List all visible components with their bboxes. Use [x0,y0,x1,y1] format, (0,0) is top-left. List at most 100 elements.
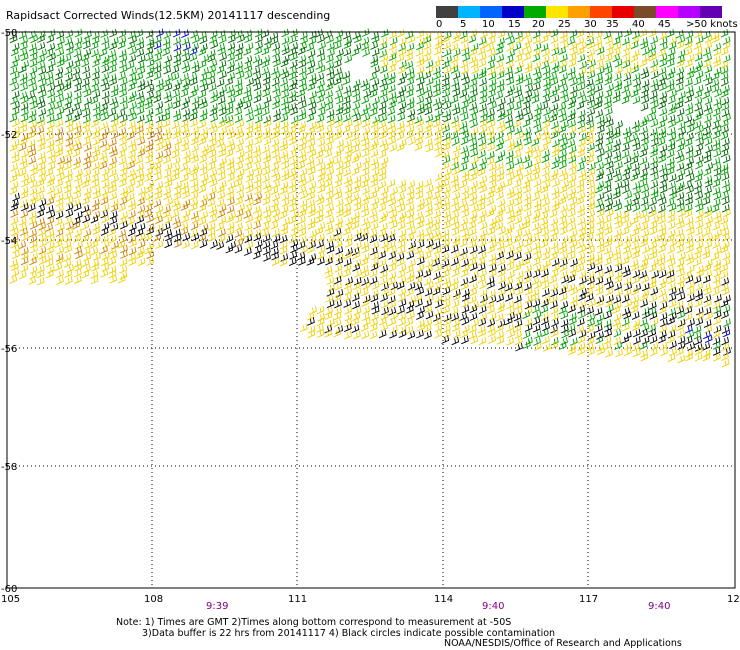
wind-barb-icon [657,78,666,87]
wind-barb-icon [632,125,640,134]
wind-barb-icon [235,144,244,153]
wind-barb-icon [378,258,387,267]
wind-barb-icon [459,199,468,208]
wind-barb-icon [307,126,315,135]
wind-barb-icon [693,148,702,158]
wind-barb-icon [144,173,153,182]
wind-barb-icon [702,90,711,100]
wind-barb-icon [101,203,110,212]
wind-barb-icon [182,209,191,218]
wind-barb-icon [153,211,162,220]
wind-barb-icon [381,143,389,153]
wind-barb-icon [344,312,353,322]
wind-barb-icon [423,85,432,94]
wind-barb-icon [666,58,675,68]
wind-barb-icon [273,58,281,68]
wind-barb-icon [630,133,639,142]
wind-barb-icon [307,221,316,230]
wind-barb-icon [433,132,442,141]
wind-barb-icon [424,304,433,314]
wind-barb-icon [135,179,144,188]
wind-barb-icon [587,48,596,57]
wind-barb-icon [316,124,325,133]
wind-barb-icon [315,150,324,159]
wind-barb-icon [451,157,459,166]
wind-barb-icon [432,258,441,267]
wind-barb-icon [397,95,406,104]
wind-barb-icon [262,196,271,206]
wind-barb-icon [65,174,73,183]
wind-barb-icon [597,53,605,63]
wind-barb-icon [577,305,586,314]
wind-barb-icon [353,330,361,340]
wind-barb-icon [630,89,639,98]
wind-barb-icon [172,144,180,153]
wind-barb-icon [156,28,164,38]
wind-barb-icon [522,41,531,50]
wind-barb-icon [432,113,441,123]
wind-barb-icon [380,95,389,105]
wind-barb-icon [704,209,712,218]
wind-barb-icon [93,252,101,261]
wind-barb-icon [469,78,478,87]
wind-barb-icon [209,204,217,214]
wind-barb-icon [316,114,325,123]
wind-barb-icon [336,161,344,170]
wind-barb-icon [631,241,640,250]
wind-barb-icon [705,233,714,242]
wind-barb-icon [632,168,641,178]
wind-barb-icon [477,46,486,56]
wind-barb-icon [226,227,235,236]
wind-barb-icon [146,223,155,232]
wind-barb-icon [405,317,414,327]
wind-barb-icon [307,82,316,92]
wind-barb-icon [478,336,487,346]
wind-barb-icon [632,142,641,152]
wind-barb-icon [488,328,496,338]
wind-barb-icon [11,262,19,272]
wind-barb-icon [181,37,190,46]
wind-barb-icon [722,257,731,267]
wind-barb-icon [604,53,613,63]
wind-barb-icon [55,178,63,188]
wind-barb-icon [135,228,144,237]
wind-barb-icon [200,210,209,220]
wind-barb-icon [513,312,522,322]
wind-barb-icon [20,41,28,51]
wind-barb-icon [253,155,262,165]
wind-barb-icon [353,306,362,316]
note-line-2: 3)Data buffer is 22 hrs from 20141117 4)… [142,628,556,639]
wind-barb-icon [713,148,722,158]
wind-barb-icon [543,137,552,146]
wind-barb-icon [630,155,639,165]
wind-barb-icon [335,252,344,262]
wind-barb-icon [577,184,585,194]
wind-barb-icon [65,29,74,39]
wind-barb-icon [316,251,325,260]
wind-barb-icon [217,234,226,243]
wind-barb-icon [65,132,74,142]
wind-barb-icon [333,41,342,50]
wind-barb-icon [624,251,633,260]
wind-barb-icon [442,132,451,141]
wind-barb-icon [20,95,29,104]
wind-barb-icon [369,89,378,98]
wind-barb-icon [450,131,459,140]
wind-barb-icon [414,142,423,152]
wind-barb-icon [108,227,117,236]
wind-barb-icon [117,240,126,249]
wind-barb-icon [452,318,460,328]
wind-barb-icon [570,295,578,304]
wind-barb-icon [100,102,109,112]
wind-barb-icon [532,324,541,333]
wind-barb-icon [93,190,101,200]
wind-barb-icon [441,259,450,268]
wind-barb-icon [252,205,261,214]
wind-barb-icon [469,84,478,93]
wind-barb-icon [281,28,289,38]
wind-barb-icon [397,125,405,135]
wind-barb-icon [198,216,207,226]
wind-barb-icon [496,241,505,250]
wind-barb-icon [523,107,531,117]
wind-barb-icon [190,179,199,188]
